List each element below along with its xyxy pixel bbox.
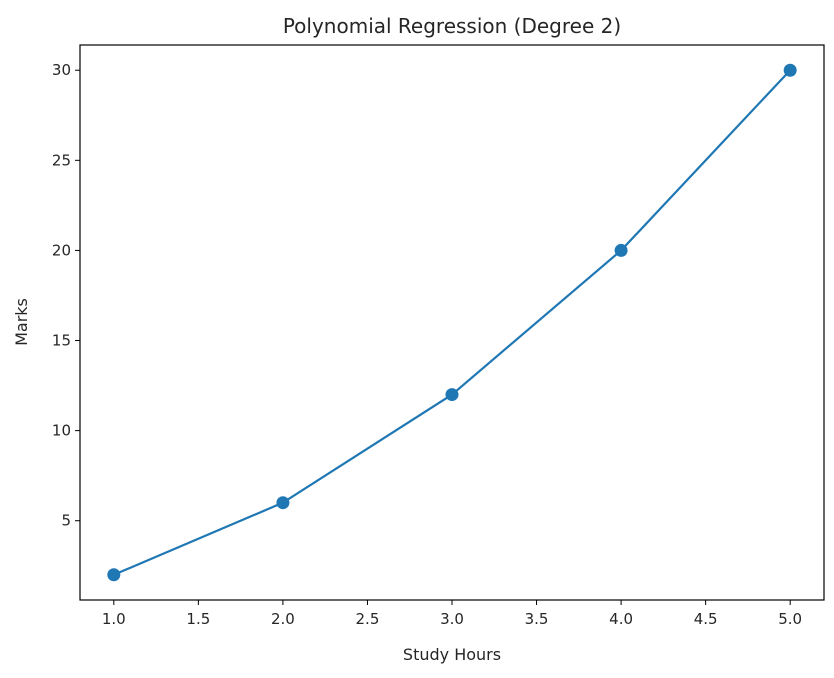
y-tick-label: 15 bbox=[52, 332, 71, 350]
x-tick-label: 1.0 bbox=[102, 610, 126, 628]
x-axis-label: Study Hours bbox=[403, 645, 501, 664]
data-point bbox=[107, 568, 121, 582]
x-tick-label: 1.5 bbox=[186, 610, 210, 628]
chart-title: Polynomial Regression (Degree 2) bbox=[283, 14, 621, 38]
series-line bbox=[113, 69, 791, 576]
plot-frame bbox=[79, 44, 825, 601]
data-point bbox=[276, 496, 290, 510]
x-tick-label: 3.5 bbox=[525, 610, 549, 628]
y-tick-label: 25 bbox=[52, 151, 71, 169]
x-tick-label: 4.0 bbox=[609, 610, 633, 628]
data-point bbox=[445, 388, 459, 402]
x-tick-label: 2.5 bbox=[356, 610, 380, 628]
x-tick-label: 4.5 bbox=[694, 610, 718, 628]
x-tick-label: 2.0 bbox=[271, 610, 295, 628]
y-tick-label: 20 bbox=[52, 241, 71, 259]
y-tick-label: 10 bbox=[52, 422, 71, 440]
data-point bbox=[783, 63, 797, 77]
data-point bbox=[614, 243, 628, 257]
x-tick-label: 5.0 bbox=[778, 610, 802, 628]
y-tick-label: 5 bbox=[61, 512, 71, 530]
x-tick-label: 3.0 bbox=[440, 610, 464, 628]
y-axis-label: Marks bbox=[12, 298, 31, 346]
y-tick-label: 30 bbox=[52, 61, 71, 79]
